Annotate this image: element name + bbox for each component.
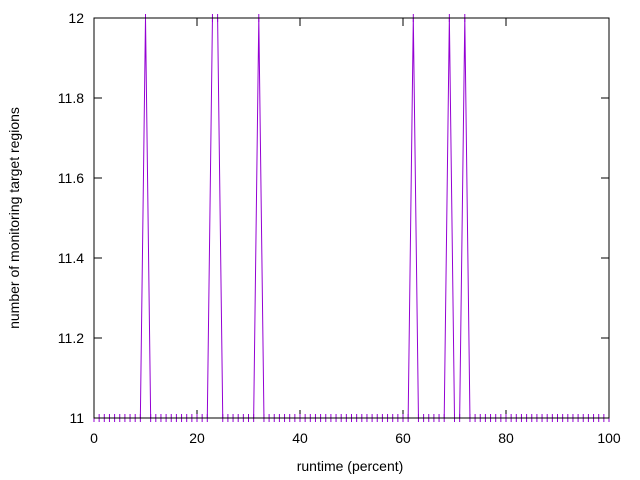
series-line <box>94 17 609 419</box>
y-tick-label: 11 <box>69 410 84 426</box>
y-axis-label: number of monitoring target regions <box>6 107 22 329</box>
x-tick-label: 100 <box>597 430 621 446</box>
y-tick-label: 11.8 <box>58 90 84 106</box>
plot-frame <box>93 17 610 419</box>
y-tick-label: 12 <box>68 10 84 26</box>
x-tick-label: 40 <box>292 430 308 446</box>
y-tick-label: 11.2 <box>58 330 84 346</box>
x-tick-label: 20 <box>189 430 205 446</box>
x-tick-label: 0 <box>90 430 98 446</box>
x-tick-label: 60 <box>395 430 411 446</box>
x-axis-label: runtime (percent) <box>297 458 404 474</box>
y-tick-label: 11.4 <box>58 250 84 266</box>
y-tick-label: 11.6 <box>58 170 84 186</box>
x-tick-label: 80 <box>498 430 514 446</box>
